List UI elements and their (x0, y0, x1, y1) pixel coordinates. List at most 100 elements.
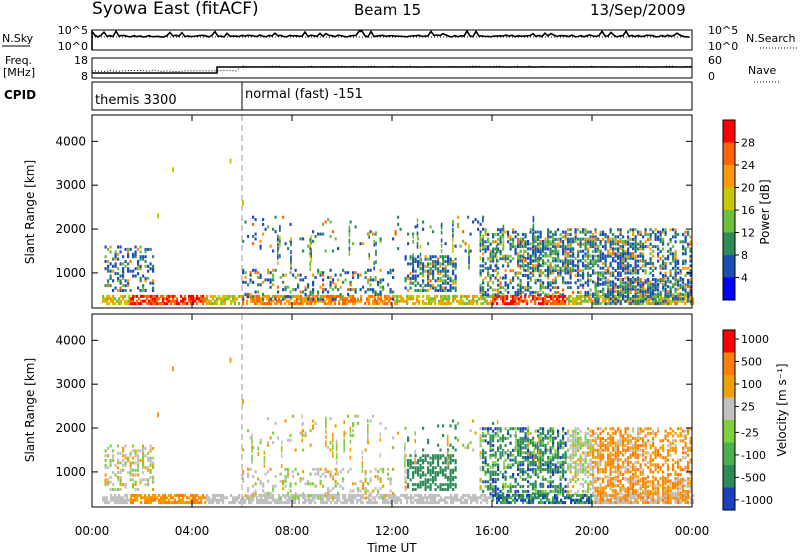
range-time-cell (492, 249, 495, 253)
range-time-cell (674, 282, 677, 286)
range-time-cell (544, 274, 547, 277)
range-time-cell (147, 247, 150, 251)
range-time-cell (274, 484, 277, 488)
range-time-cell (539, 252, 542, 256)
range-time-cell (242, 299, 245, 303)
range-time-cell (617, 249, 620, 253)
range-time-cell (466, 501, 469, 505)
range-time-cell (638, 297, 641, 301)
range-time-cell (168, 299, 171, 303)
range-time-cell (414, 225, 417, 229)
range-time-cell (360, 501, 363, 505)
range-time-cell (622, 297, 625, 301)
range-time-cell (372, 501, 375, 505)
range-time-cell (548, 501, 551, 505)
range-time-cell (660, 299, 663, 303)
range-time-cell (180, 493, 183, 497)
range-time-cell (434, 267, 437, 271)
range-time-cell (188, 299, 191, 303)
range-time-cell (387, 477, 390, 481)
range-time-cell (347, 470, 350, 474)
range-time-cell (184, 501, 187, 505)
range-time-cell (339, 285, 342, 289)
range-time-cell (549, 230, 552, 234)
range-time-cell (562, 492, 565, 496)
range-time-cell (457, 215, 460, 219)
range-time-cell (446, 299, 449, 303)
range-time-cell (480, 496, 483, 500)
range-time-cell (542, 299, 545, 303)
range-time-cell (614, 235, 617, 239)
range-time-cell (687, 242, 690, 246)
range-time-cell (439, 454, 442, 458)
range-time-cell (368, 501, 371, 505)
range-time-cell (410, 496, 413, 500)
range-time-cell (497, 278, 500, 282)
range-time-cell (334, 299, 337, 303)
range-time-cell (420, 496, 423, 500)
range-time-cell (449, 478, 452, 482)
range-time-cell (434, 299, 437, 303)
range-time-cell (310, 248, 312, 253)
range-time-cell (512, 473, 515, 476)
range-time-cell (308, 501, 311, 505)
range-time-cell (612, 252, 615, 256)
range-time-cell (279, 227, 281, 232)
range-time-cell (134, 483, 137, 487)
range-time-cell (409, 272, 412, 276)
range-time-cell (117, 257, 120, 261)
range-time-cell (214, 496, 217, 500)
date-title: 13/Sep/2009 (590, 1, 686, 19)
range-time-cell (564, 302, 567, 306)
range-time-cell (550, 501, 553, 505)
range-time-cell (522, 498, 525, 502)
range-time-cell (282, 273, 285, 277)
range-time-cell (422, 220, 425, 224)
range-time-cell (432, 262, 435, 266)
range-time-cell (586, 498, 589, 502)
range-time-cell (574, 269, 577, 272)
range-time-cell (382, 493, 385, 497)
range-time-cell (614, 299, 617, 303)
range-time-cell (502, 448, 505, 452)
range-time-cell (549, 281, 552, 285)
range-time-cell (259, 239, 262, 243)
range-time-cell (664, 290, 667, 294)
range-time-cell (166, 294, 169, 298)
range-time-cell (404, 493, 407, 497)
range-time-cell (390, 501, 393, 505)
range-time-cell (492, 470, 495, 474)
range-time-cell (442, 267, 445, 271)
range-time-cell (639, 242, 642, 246)
range-time-cell (547, 233, 550, 236)
range-time-cell (542, 240, 545, 243)
range-time-cell (534, 302, 537, 306)
range-time-cell (306, 498, 309, 502)
range-time-cell (502, 243, 505, 248)
range-time-cell (662, 282, 665, 286)
range-time-cell (412, 258, 414, 263)
range-time-cell (529, 271, 532, 275)
range-time-cell (256, 498, 259, 502)
range-time-cell (472, 297, 475, 301)
range-time-cell (184, 297, 187, 301)
range-time-cell (537, 269, 540, 273)
range-time-cell (602, 245, 605, 249)
range-time-cell (672, 259, 675, 263)
range-time-cell (557, 441, 560, 445)
range-time-cell (439, 255, 442, 259)
range-time-cell (416, 242, 419, 246)
range-time-cell (309, 292, 312, 296)
range-time-cell (452, 238, 454, 243)
range-time-cell (619, 285, 622, 289)
range-time-cell (322, 278, 325, 282)
range-time-cell (178, 501, 181, 505)
range-time-cell (495, 249, 498, 254)
range-time-cell (139, 289, 142, 292)
range-time-cell (444, 496, 447, 500)
range-time-cell (482, 461, 485, 464)
range-time-cell (507, 456, 510, 460)
range-time-cell (479, 232, 482, 237)
range-time-cell (454, 281, 457, 285)
range-time-cell (617, 256, 620, 260)
